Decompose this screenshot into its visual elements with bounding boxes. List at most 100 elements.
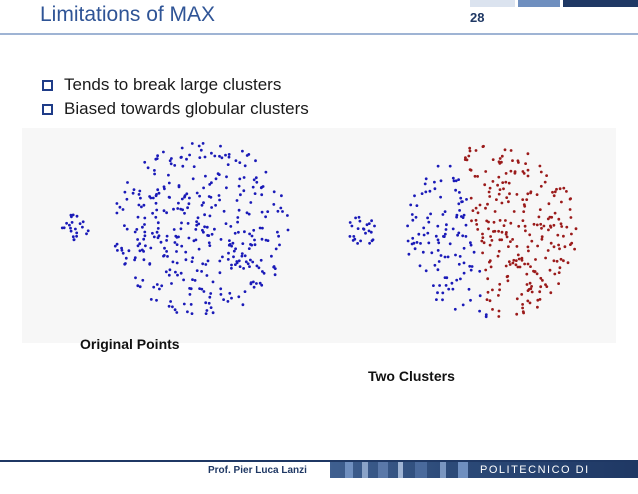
point xyxy=(175,261,179,265)
point xyxy=(227,251,230,255)
point xyxy=(264,238,268,242)
point xyxy=(457,202,461,206)
point xyxy=(171,260,175,264)
point xyxy=(146,166,150,170)
point xyxy=(496,254,500,258)
point xyxy=(503,148,507,152)
point xyxy=(413,194,416,198)
point xyxy=(177,184,181,187)
point xyxy=(549,291,553,295)
point xyxy=(552,223,556,227)
point xyxy=(432,284,435,287)
point xyxy=(486,290,490,294)
point xyxy=(437,241,441,245)
bullet-item: Tends to break large clusters xyxy=(42,73,309,97)
point xyxy=(214,203,218,207)
point xyxy=(232,255,235,259)
point xyxy=(350,224,354,228)
point xyxy=(488,259,492,263)
header-tab xyxy=(563,0,638,7)
two-clusters-plot xyxy=(348,144,578,319)
point xyxy=(497,175,501,179)
point xyxy=(505,231,508,234)
point xyxy=(207,241,211,245)
point xyxy=(491,288,494,292)
point xyxy=(406,239,410,243)
point xyxy=(252,178,256,182)
point xyxy=(469,241,472,245)
point xyxy=(218,154,221,158)
point xyxy=(469,243,473,247)
point xyxy=(224,222,228,226)
point xyxy=(547,228,550,232)
point xyxy=(171,305,174,309)
point xyxy=(504,180,508,184)
point xyxy=(132,188,136,192)
point xyxy=(125,197,129,201)
point xyxy=(498,188,502,192)
point xyxy=(131,191,135,195)
point xyxy=(237,208,241,212)
point xyxy=(481,236,485,240)
point xyxy=(508,192,511,196)
point xyxy=(556,233,560,237)
point xyxy=(517,161,520,164)
point xyxy=(169,162,173,166)
point xyxy=(136,215,140,219)
point xyxy=(524,162,527,166)
point xyxy=(224,153,227,157)
point xyxy=(237,230,240,234)
point xyxy=(60,226,64,230)
point xyxy=(197,247,201,251)
point xyxy=(141,278,145,282)
point xyxy=(413,247,417,251)
point xyxy=(247,247,251,251)
point xyxy=(351,239,355,242)
point xyxy=(507,260,511,264)
point xyxy=(173,241,177,244)
point xyxy=(528,281,532,285)
point xyxy=(457,231,461,235)
point xyxy=(208,214,212,218)
point xyxy=(419,242,422,245)
point xyxy=(520,256,524,260)
point xyxy=(248,265,251,268)
point xyxy=(478,269,482,273)
point xyxy=(544,283,547,286)
point xyxy=(208,295,212,299)
point xyxy=(170,157,173,160)
point xyxy=(210,232,214,236)
point xyxy=(226,258,230,261)
point xyxy=(188,153,192,157)
point xyxy=(166,255,169,258)
point xyxy=(501,181,505,185)
point xyxy=(69,226,72,230)
point xyxy=(204,301,208,305)
point xyxy=(546,249,550,252)
point xyxy=(502,224,506,228)
point xyxy=(562,259,565,263)
point xyxy=(148,195,152,198)
point xyxy=(208,244,212,248)
point xyxy=(179,227,183,231)
point xyxy=(356,242,359,245)
point xyxy=(562,186,566,190)
point xyxy=(276,230,279,234)
point xyxy=(149,246,153,250)
point xyxy=(515,312,519,316)
point xyxy=(172,228,176,231)
point xyxy=(469,298,472,302)
point xyxy=(470,219,473,223)
point xyxy=(81,225,84,229)
point xyxy=(354,216,357,220)
point xyxy=(522,210,526,214)
point xyxy=(521,303,524,306)
point xyxy=(471,209,475,213)
point xyxy=(546,217,550,221)
point xyxy=(430,251,434,255)
point xyxy=(153,172,157,176)
point xyxy=(544,256,547,260)
point xyxy=(200,270,204,273)
point xyxy=(133,256,137,260)
point xyxy=(507,200,510,204)
